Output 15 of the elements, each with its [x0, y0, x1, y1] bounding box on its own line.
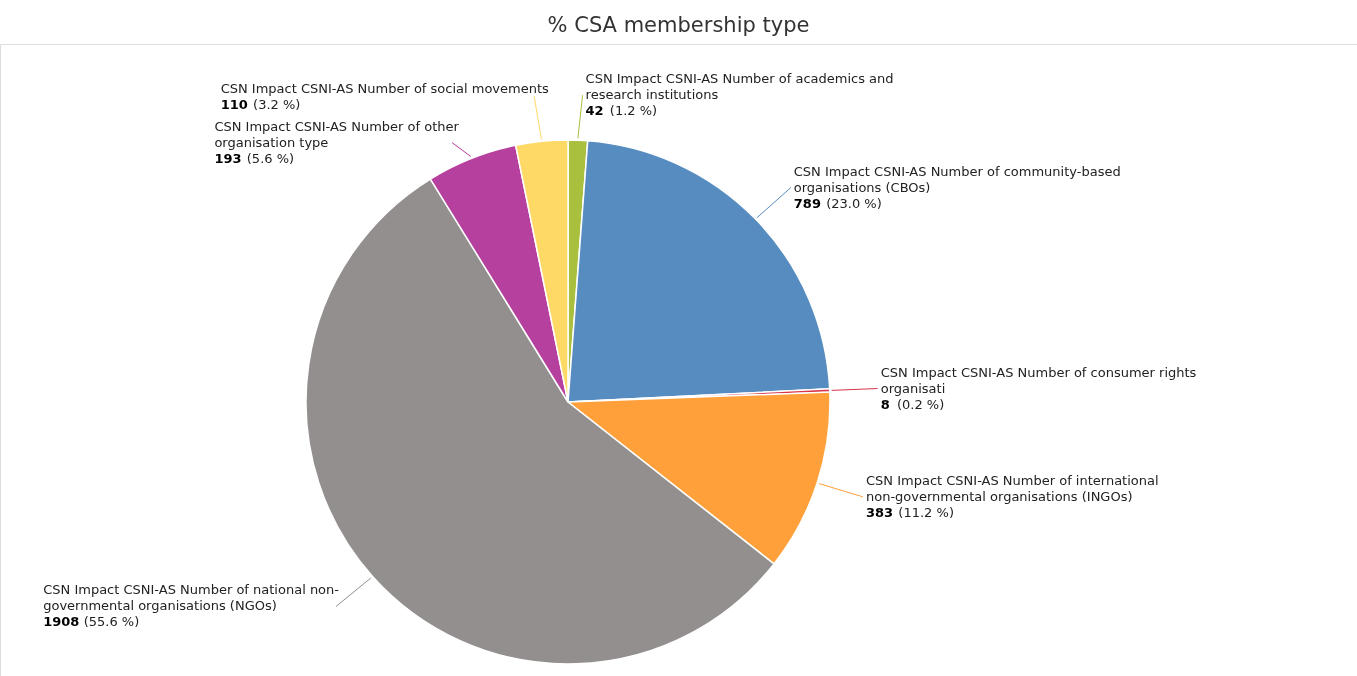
- slice-label: CSN Impact CSNI-AS Number of national non-governmental organisations (NGOs): [43, 582, 340, 614]
- slice-label: CSN Impact CSNI-AS Number of international non-governmental organisations (INGOs): [865, 472, 1159, 504]
- slice-label: CSN Impact CSNI-AS Number of other organisation type: [214, 118, 460, 150]
- text: 110 (3.2 %): [220, 96, 301, 112]
- slice-label: CSN Impact CSNI-AS Number of social movements: [220, 80, 550, 96]
- text: 8 (0.2 %): [880, 396, 945, 412]
- slice-label: CSN Impact CSNI-AS Number of academics and research institutions: [585, 71, 894, 103]
- text: 193 (5.6 %): [214, 150, 295, 166]
- slice-label: CSN Impact CSNI-AS Number of community-based organisations (CBOs): [793, 163, 1121, 195]
- slice-label: CSN Impact CSNI-AS Number of consumer rights organisati: [880, 364, 1197, 396]
- text: 42 (1.2 %): [585, 103, 658, 119]
- text: 383 (11.2 %): [865, 504, 954, 520]
- text: 789 (23.0 %): [793, 195, 882, 211]
- chart-title: % CSA membership type: [547, 13, 810, 37]
- text: 1908 (55.6 %): [43, 614, 140, 630]
